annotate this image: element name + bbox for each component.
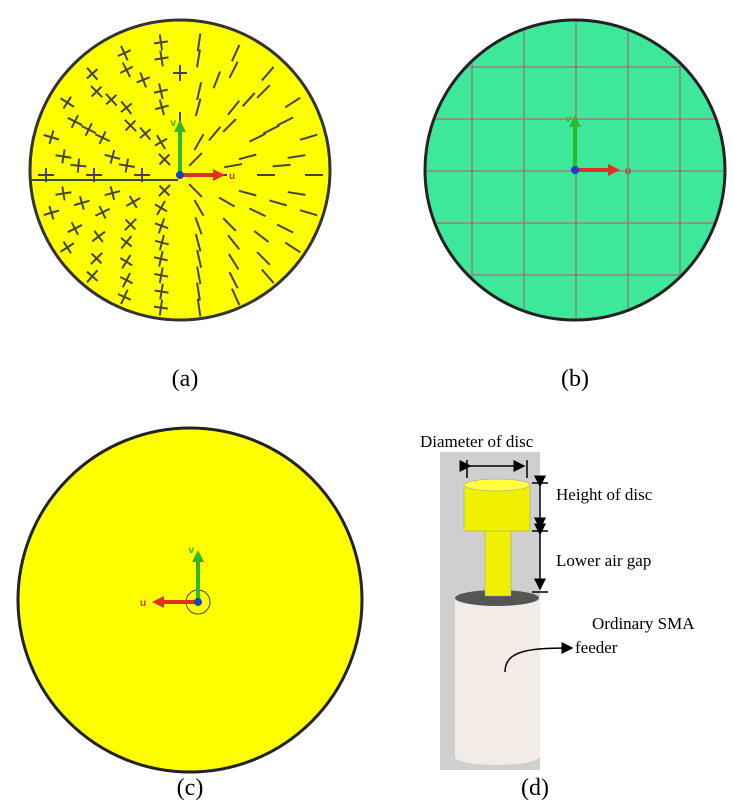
u-label: u <box>140 598 146 609</box>
origin <box>194 598 202 606</box>
panel-c: v u (c) <box>18 428 362 801</box>
annotation: Diameter of disc <box>420 432 534 451</box>
slot <box>78 159 79 173</box>
annotation: Ordinary SMA <box>592 614 695 633</box>
panel-b: v u (b) <box>420 15 730 392</box>
sma-body <box>455 597 540 757</box>
u-label: u <box>229 171 235 182</box>
panel-d: Diameter of disc Height of disc Lower ai… <box>420 432 695 801</box>
v-label: v <box>170 118 176 129</box>
panel-a: v u (a) <box>30 20 330 392</box>
origin <box>176 171 184 179</box>
panel-label: (c) <box>177 775 204 801</box>
v-label: v <box>188 545 194 556</box>
annotation: feeder <box>575 638 618 657</box>
stem <box>485 530 511 596</box>
annotation: Height of disc <box>556 485 653 504</box>
v-label: v <box>565 114 571 125</box>
panel-label: (d) <box>521 775 549 801</box>
panel-label: (b) <box>561 366 589 392</box>
sma-bottom <box>455 749 539 765</box>
u-label: u <box>625 166 631 177</box>
annotation: Lower air gap <box>556 551 651 570</box>
figure: v u (a) v u (b) v u (c) <box>0 0 734 807</box>
disc <box>464 485 530 531</box>
panel-label: (a) <box>172 366 199 392</box>
disc-top <box>464 479 530 491</box>
origin <box>571 166 579 174</box>
